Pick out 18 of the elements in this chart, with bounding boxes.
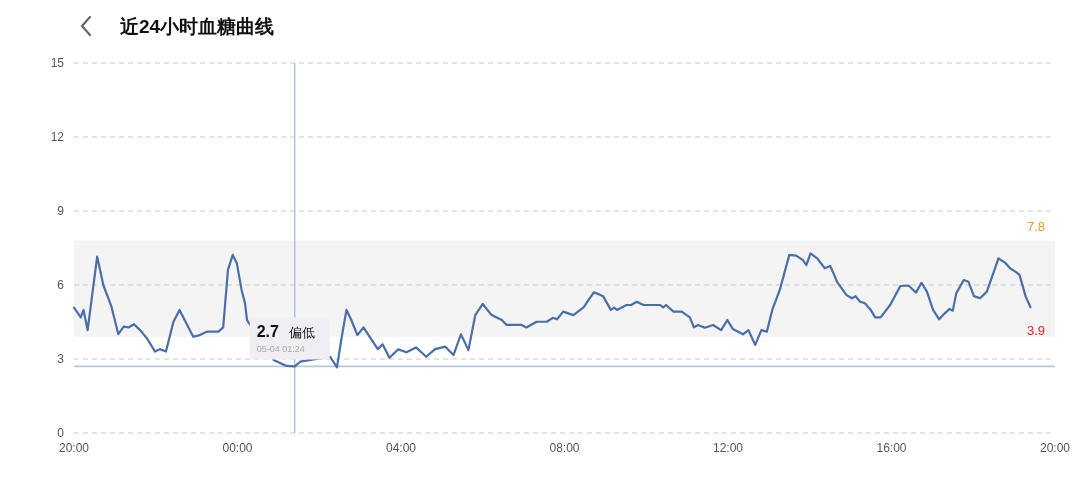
x-tick-label: 20:00 bbox=[58, 441, 90, 455]
y-tick-label: 3 bbox=[57, 352, 65, 366]
x-tick-label: 00:00 bbox=[222, 441, 253, 455]
x-tick-label: 08:00 bbox=[549, 441, 580, 455]
x-tick-label: 16:00 bbox=[876, 441, 907, 455]
y-tick-label: 15 bbox=[50, 56, 65, 70]
x-tick-label: 04:00 bbox=[385, 441, 417, 455]
y-tick-label: 9 bbox=[57, 204, 65, 218]
annotation: 3.9 bbox=[1026, 322, 1045, 338]
annotation: 7.8 bbox=[1026, 218, 1045, 234]
y-tick-label: 6 bbox=[57, 278, 65, 292]
y-tick-label: 12 bbox=[50, 130, 65, 144]
y-tick-label: 0 bbox=[57, 426, 65, 440]
x-tick-label: 20:00 bbox=[1039, 441, 1071, 455]
annotation: 05-04 01:24 bbox=[256, 344, 305, 355]
chart-title: 近24小时血糖曲线 bbox=[119, 16, 275, 37]
annotation: 2.7 偏低 bbox=[256, 323, 315, 341]
x-tick-label: 12:00 bbox=[712, 441, 744, 455]
